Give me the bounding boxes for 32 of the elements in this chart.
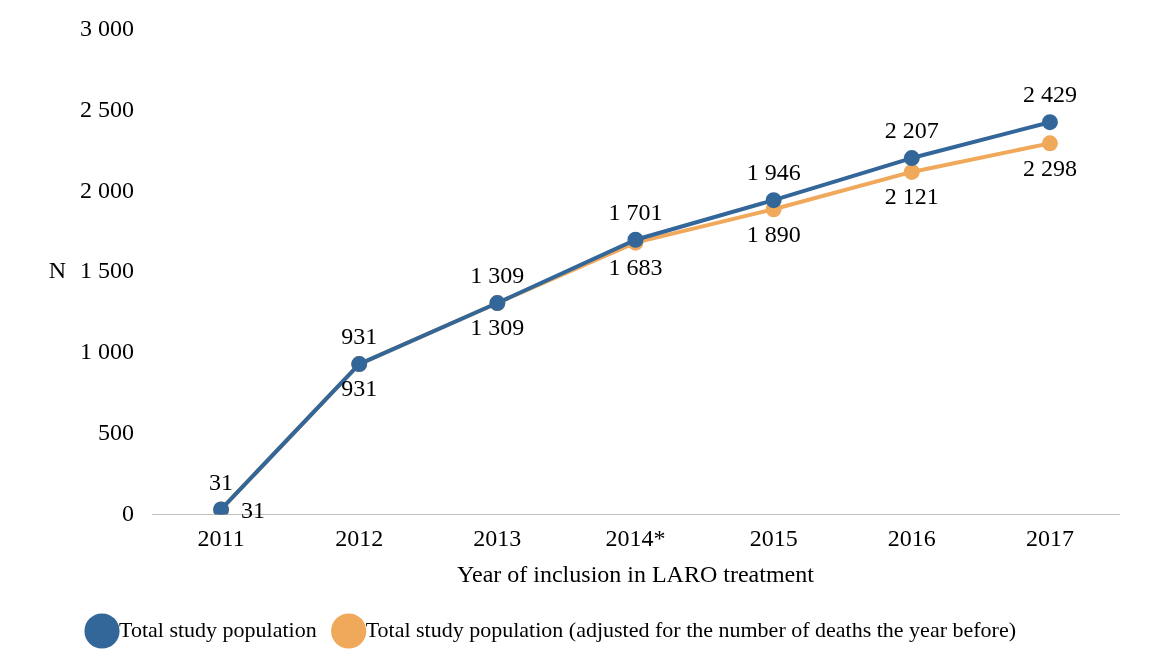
data-label: 931 [341,375,378,402]
legend-label: Total study population [119,616,317,642]
data-label: 1 890 [746,220,801,247]
data-label: 2 298 [1022,154,1077,181]
x-tick-label: 2017 [1025,525,1074,552]
data-label: 1 309 [470,314,525,341]
y-tick-label: 0 [122,499,134,526]
x-axis-title: Year of inclusion in LARO treatment [457,560,815,587]
data-label: 1 701 [608,199,663,226]
data-label: 1 309 [470,262,525,289]
x-tick-label: 2015 [749,525,798,552]
data-label: 31 [241,496,266,523]
x-tick-label: 2016 [887,525,936,552]
y-tick-label: 1 000 [80,338,134,365]
x-tick-label: 2013 [473,525,522,552]
y-tick-label: 1 500 [80,257,134,284]
y-axis-title: N [48,257,66,284]
data-label: 2 207 [884,117,939,144]
x-tick-label: 2014* [605,525,666,552]
y-tick-label: 2 500 [80,96,134,123]
data-label: 1 946 [746,159,801,186]
y-tick-label: 500 [98,418,134,445]
legend-label: Total study population (adjusted for the number of deaths the year before) [365,616,1016,642]
y-tick-label: 3 000 [80,15,134,42]
y-tick-label: 2 000 [80,176,134,203]
data-label: 31 [209,468,234,495]
data-label: 2 121 [884,183,939,210]
x-tick-label: 2011 [197,525,245,552]
data-label: 2 429 [1022,81,1077,108]
data-label: 931 [341,323,378,350]
x-tick-label: 2012 [335,525,384,552]
data-label: 1 683 [608,253,663,280]
